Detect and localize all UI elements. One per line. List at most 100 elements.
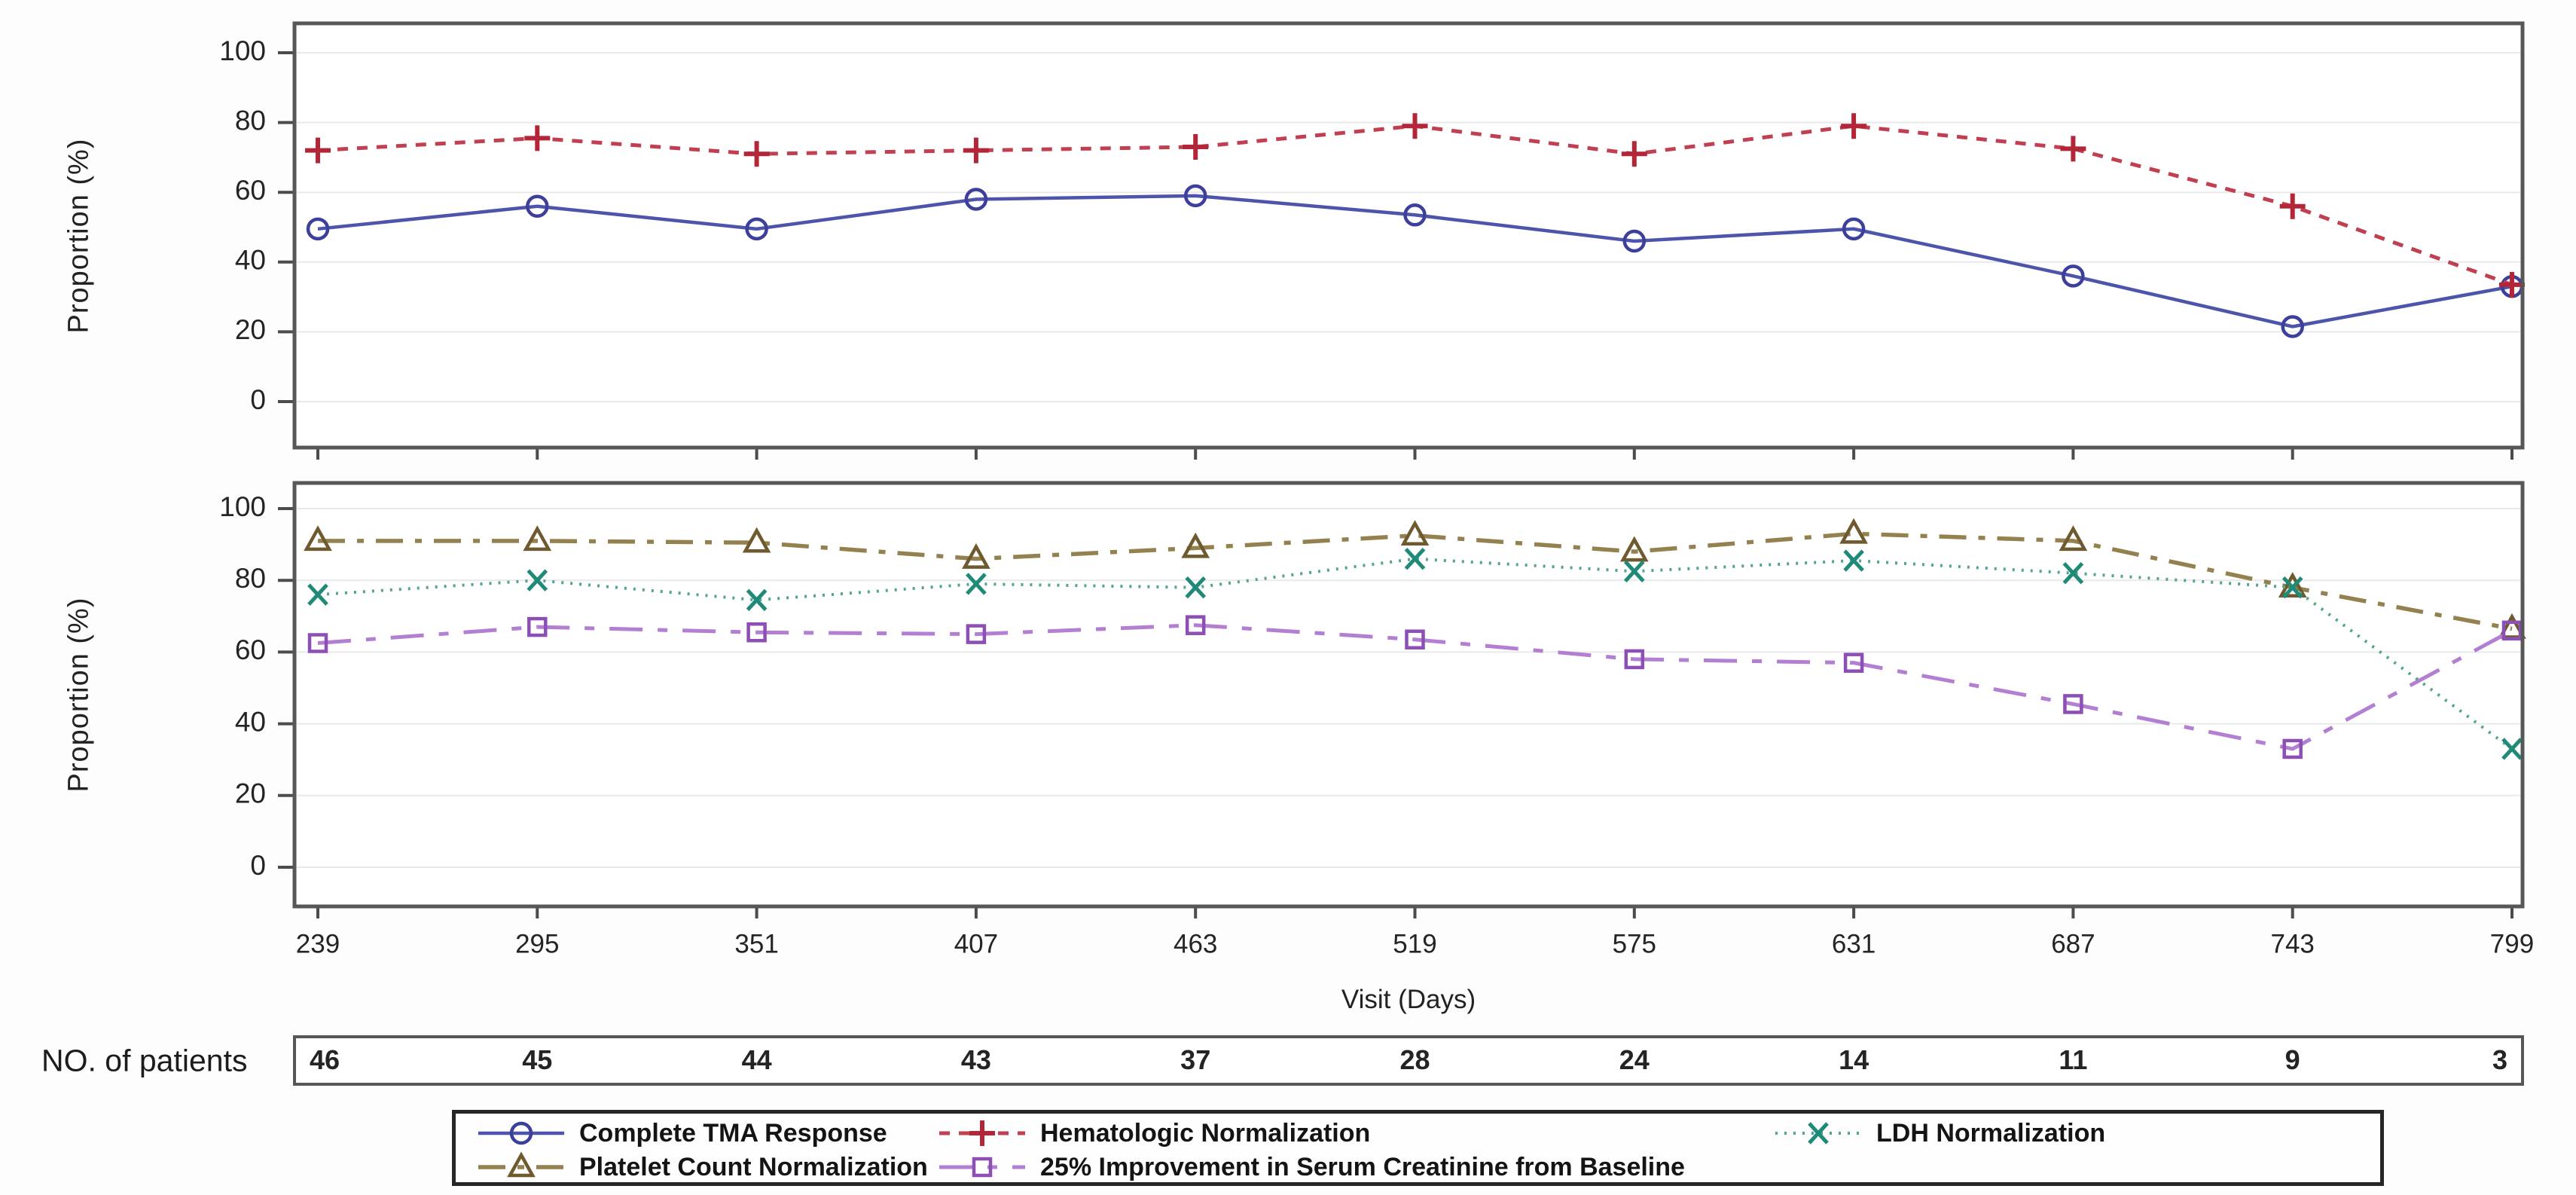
plus-marker	[524, 125, 551, 151]
y-tick-label: 60	[235, 175, 266, 206]
y-tick-label: 80	[235, 563, 266, 594]
square-marker	[2282, 738, 2303, 759]
legend-sample-serum-creatinine-improvement-icon	[939, 1157, 1025, 1178]
series-line-platelet-count-normalization	[318, 531, 2513, 631]
x-tick-label: 743	[2270, 929, 2314, 958]
y-tick-label: 20	[235, 778, 266, 809]
y-tick-label: 40	[235, 706, 266, 737]
plus-marker	[969, 1120, 995, 1146]
y-axis-label-top: Proportion (%)	[63, 138, 95, 333]
triangle-marker	[1400, 520, 1430, 546]
patient-count: 24	[1619, 1044, 1650, 1075]
circle-marker	[1403, 203, 1427, 227]
square-marker	[2063, 694, 2083, 714]
plus-marker	[1621, 141, 1647, 167]
patient-count: 14	[1839, 1044, 1869, 1075]
circle-marker	[306, 217, 330, 241]
circle-marker	[526, 194, 549, 218]
triangle-marker	[523, 525, 552, 552]
x-tick-label: 575	[1613, 929, 1656, 958]
y-tick-label: 80	[235, 105, 266, 136]
plus-marker	[2279, 193, 2306, 219]
x-tick-label: 799	[2490, 929, 2534, 958]
triangle-marker	[2059, 525, 2088, 552]
circle-marker	[509, 1121, 533, 1145]
top-panel-background	[295, 23, 2523, 448]
triangle-marker	[962, 543, 990, 569]
plus-marker	[2060, 136, 2086, 162]
x-marker	[526, 569, 548, 591]
x-marker	[2281, 576, 2303, 599]
x-marker	[2501, 738, 2523, 760]
y-tick-label: 0	[250, 850, 266, 881]
x-marker	[307, 583, 328, 606]
circle-marker	[1183, 184, 1207, 208]
plus-marker	[1183, 134, 1209, 160]
legend-item-complete-tma-response: Complete TMA Response	[477, 1117, 887, 1149]
legend-label: LDH Normalization	[1876, 1118, 2106, 1148]
x-axis-label: Visit (Days)	[1341, 985, 1476, 1014]
triangle-marker	[507, 1151, 536, 1178]
legend-item-hematologic-normalization: Hematologic Normalization	[938, 1117, 1370, 1149]
legend-sample-ldh-normalization-icon	[1775, 1122, 1861, 1145]
square-marker	[966, 624, 987, 644]
x-marker	[746, 588, 768, 612]
x-tick-label: 519	[1393, 929, 1436, 958]
triangle-marker	[1839, 518, 1868, 544]
top-panel-border	[292, 21, 2525, 450]
y-tick-label: 60	[235, 634, 266, 665]
triangle-marker	[2498, 613, 2526, 639]
legend-item-ldh-normalization: LDH Normalization	[1774, 1117, 2105, 1149]
legend-label: 25% Improvement in Serum Creatinine from…	[1040, 1152, 1685, 1181]
plus-marker	[1402, 113, 1428, 139]
patient-count: 37	[1180, 1044, 1210, 1075]
plus-marker	[305, 137, 331, 164]
patient-count: 43	[961, 1044, 991, 1075]
legend: Complete TMA Response Hematologic Normal…	[452, 1110, 2384, 1186]
y-tick-label: 40	[235, 245, 266, 276]
bottom-panel-background	[295, 483, 2523, 906]
plus-marker	[963, 137, 989, 164]
square-marker	[746, 622, 767, 643]
x-tick-label: 407	[954, 929, 998, 958]
circle-marker	[745, 217, 768, 241]
triangle-marker	[2278, 572, 2307, 598]
x-marker	[1404, 547, 1426, 570]
triangle-marker	[1181, 532, 1210, 558]
y-tick-label: 20	[235, 314, 266, 345]
x-tick-label: 631	[1832, 929, 1876, 958]
square-marker	[1624, 649, 1645, 670]
square-marker	[1405, 629, 1425, 649]
legend-sample-hematologic-normalization-icon	[939, 1120, 1025, 1146]
x-marker	[1808, 1122, 1829, 1145]
x-tick-label: 463	[1174, 929, 1217, 958]
y-tick-label: 0	[250, 384, 266, 415]
patient-count: 44	[742, 1044, 772, 1075]
y-axis-label-bottom: Proportion (%)	[63, 597, 95, 793]
series-line-complete-tma-response	[317, 194, 2513, 329]
y-tick-label: 100	[219, 35, 266, 66]
square-marker	[307, 633, 328, 653]
plus-marker	[1841, 113, 1867, 139]
square-marker	[972, 1157, 993, 1178]
legend-label: Platelet Count Normalization	[579, 1152, 928, 1181]
series-line-25-improvement-in-serum-creatinine-from-baseline	[317, 623, 2513, 751]
legend-label: Complete TMA Response	[579, 1118, 887, 1148]
patient-count: 3	[2492, 1044, 2507, 1075]
legend-sample-platelet-count-normalization-icon	[478, 1151, 564, 1178]
patient-count: 28	[1399, 1044, 1430, 1075]
circle-marker	[2062, 264, 2085, 288]
patient-count: 46	[310, 1044, 340, 1075]
legend-item-platelet-count-normalization: Platelet Count Normalization	[477, 1151, 928, 1183]
patient-count: 45	[522, 1044, 552, 1075]
triangle-marker	[742, 527, 771, 553]
x-tick-label: 295	[515, 929, 559, 958]
legend-label: Hematologic Normalization	[1040, 1118, 1371, 1148]
plus-marker	[2499, 271, 2525, 298]
circle-marker	[964, 188, 988, 211]
x-marker	[1185, 576, 1207, 599]
y-tick-label: 100	[219, 491, 266, 522]
square-marker	[527, 616, 548, 637]
patient-count: 11	[2059, 1044, 2087, 1075]
